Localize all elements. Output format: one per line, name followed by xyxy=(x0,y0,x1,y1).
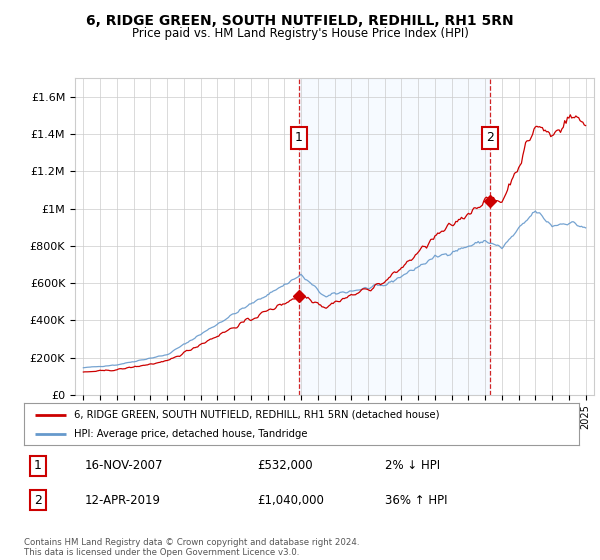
Text: HPI: Average price, detached house, Tandridge: HPI: Average price, detached house, Tand… xyxy=(74,429,307,439)
Text: 2: 2 xyxy=(486,132,494,144)
Text: 16-NOV-2007: 16-NOV-2007 xyxy=(85,459,164,473)
Text: Price paid vs. HM Land Registry's House Price Index (HPI): Price paid vs. HM Land Registry's House … xyxy=(131,27,469,40)
Text: Contains HM Land Registry data © Crown copyright and database right 2024.
This d: Contains HM Land Registry data © Crown c… xyxy=(24,538,359,557)
Text: 1: 1 xyxy=(34,459,42,473)
Bar xyxy=(299,78,490,395)
Text: 2% ↓ HPI: 2% ↓ HPI xyxy=(385,459,440,473)
Text: £532,000: £532,000 xyxy=(257,459,313,473)
Text: 2: 2 xyxy=(34,493,42,507)
Text: 6, RIDGE GREEN, SOUTH NUTFIELD, REDHILL, RH1 5RN: 6, RIDGE GREEN, SOUTH NUTFIELD, REDHILL,… xyxy=(86,14,514,28)
Text: 1: 1 xyxy=(295,132,303,144)
Text: £1,040,000: £1,040,000 xyxy=(257,493,324,507)
Text: 12-APR-2019: 12-APR-2019 xyxy=(85,493,161,507)
Text: 6, RIDGE GREEN, SOUTH NUTFIELD, REDHILL, RH1 5RN (detached house): 6, RIDGE GREEN, SOUTH NUTFIELD, REDHILL,… xyxy=(74,409,439,419)
Text: 36% ↑ HPI: 36% ↑ HPI xyxy=(385,493,447,507)
